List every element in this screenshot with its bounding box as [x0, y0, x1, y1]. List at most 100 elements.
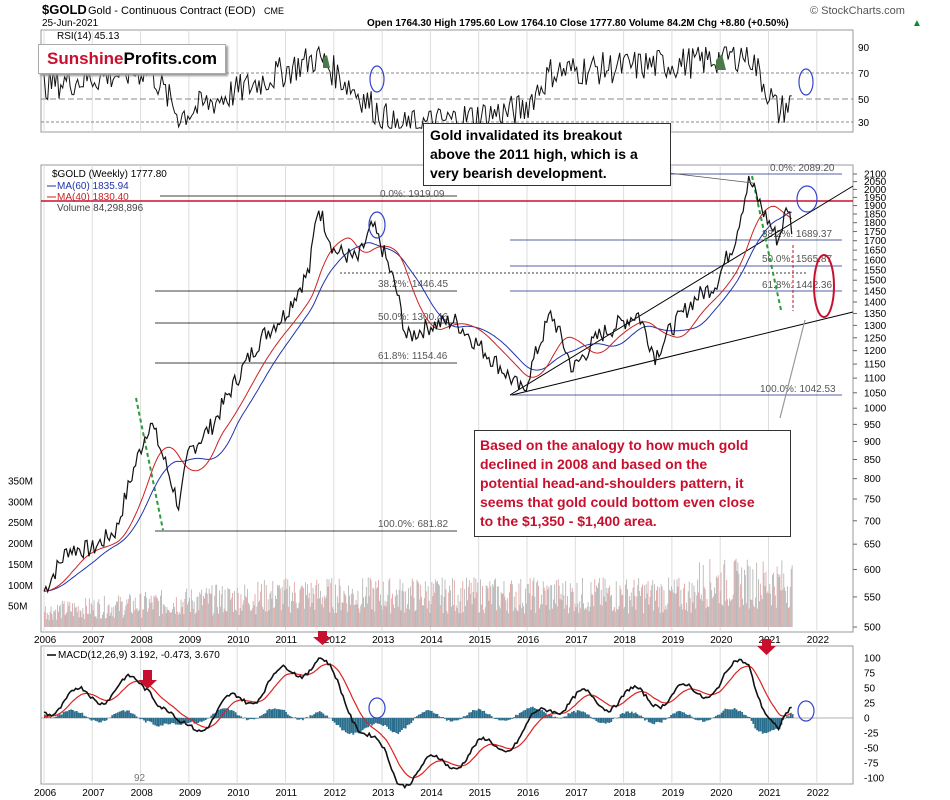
year-label-2020: 2020	[710, 635, 733, 646]
volume-bar	[415, 609, 417, 627]
macd-hist-bar	[524, 709, 527, 718]
macd-hist-bar	[479, 709, 482, 718]
volume-bar	[178, 612, 180, 627]
volume-bar	[116, 601, 117, 627]
year-label-bottom-2018: 2018	[614, 788, 637, 799]
rsi-tick-70: 70	[858, 69, 870, 80]
volume-bar	[293, 582, 295, 627]
volume-bar	[745, 603, 747, 627]
volume-bar	[672, 592, 674, 627]
volume-bar	[301, 585, 303, 627]
macd-hist-bar	[460, 718, 463, 719]
macd-hist-bar	[451, 718, 454, 722]
volume-bar	[721, 604, 723, 627]
volume-bar	[493, 586, 495, 627]
volume-bar	[642, 613, 644, 627]
macd-hist-bar	[565, 716, 568, 718]
macd-hist-bar	[270, 709, 272, 718]
macd-hist-bar	[535, 708, 538, 718]
macd-hist-bar	[184, 718, 186, 722]
volume-bar	[622, 594, 624, 627]
volume-bar	[700, 598, 701, 627]
volume-bar	[561, 600, 563, 627]
volume-bar	[328, 579, 330, 627]
macd-hist-bar	[85, 716, 87, 718]
volume-bar	[722, 605, 724, 627]
volume-tick-300M: 300M	[8, 497, 33, 508]
macd-hist-bar	[173, 718, 175, 724]
annotation-bottom-target: Based on the analogy to how much gold de…	[474, 430, 791, 537]
volume-bar	[233, 612, 234, 627]
volume-bar	[302, 586, 304, 627]
macd-hist-bar	[503, 718, 506, 721]
price-tick-900: 900	[864, 437, 881, 448]
macd-hist-bar	[683, 712, 686, 718]
price-axis-ticks: 2100205020001950190018501800175017001650…	[853, 170, 887, 634]
macd-hist-bar	[559, 718, 562, 719]
volume-bar	[413, 597, 415, 627]
volume-bar	[45, 619, 47, 627]
volume-bar	[611, 594, 612, 627]
volume-bar	[720, 572, 722, 627]
volume-bar	[462, 581, 464, 627]
volume-bar	[73, 616, 74, 627]
volume-bar	[198, 610, 200, 627]
macd-hist-bar	[141, 718, 143, 720]
volume-bar	[481, 604, 482, 627]
volume-bar	[196, 597, 198, 627]
macd-hist-bar	[690, 716, 693, 718]
volume-bar	[138, 609, 140, 627]
volume-bar	[461, 612, 463, 627]
year-label-2012: 2012	[324, 635, 347, 646]
year-label-bottom-2019: 2019	[662, 788, 685, 799]
volume-bar	[512, 611, 514, 627]
macd-hist-bar	[55, 716, 57, 718]
year-label-bottom-2022: 2022	[807, 788, 830, 799]
macd-hist-bar	[288, 715, 291, 718]
volume-bar	[523, 606, 524, 627]
volume-bar	[536, 582, 538, 627]
volume-bar	[367, 577, 369, 627]
volume-bar	[618, 606, 620, 627]
volume-bar	[216, 584, 218, 627]
macd-hist-bar	[758, 718, 760, 732]
volume-bar	[667, 603, 669, 627]
macd-extra-label: 92	[134, 773, 146, 784]
volume-bar	[632, 587, 634, 627]
volume-bar	[777, 574, 779, 627]
volume-bar	[209, 593, 211, 627]
volume-bar	[584, 607, 586, 627]
macd-hist-bar	[782, 718, 785, 721]
volume-bar	[648, 604, 650, 627]
volume-bar	[539, 608, 540, 627]
macd-hist-bar	[324, 715, 327, 718]
volume-bar	[472, 591, 474, 627]
macd-hist-bar	[743, 714, 745, 718]
volume-bar	[467, 600, 468, 627]
macd-hist-bar	[642, 717, 644, 718]
macd-hist-bar	[487, 714, 489, 718]
volume-bar	[375, 581, 377, 627]
macd-label: MACD(12,26,9) 3.192, -0.473, 3.670	[58, 650, 220, 661]
macd-hist-bar	[128, 710, 130, 718]
volume-bar	[321, 597, 323, 627]
volume-bar	[783, 573, 785, 627]
legend-volume: Volume 84,298,896	[57, 203, 144, 214]
macd-hist-bar	[574, 712, 577, 718]
annotation-bottom-line-4: seems that gold could bottom even close	[480, 494, 755, 510]
chart-symbol: $GOLD	[42, 2, 87, 17]
macd-hist-bar	[62, 712, 65, 718]
year-label-bottom-2006: 2006	[34, 788, 57, 799]
volume-bar	[343, 590, 345, 627]
volume-bar	[272, 581, 274, 627]
volume-bar	[170, 612, 172, 627]
volume-bar	[234, 609, 236, 627]
volume-bar	[435, 579, 437, 627]
volume-bar	[569, 607, 570, 627]
price-tick-1100: 1100	[864, 374, 886, 385]
volume-bar	[524, 613, 525, 627]
volume-bar	[744, 569, 745, 627]
macd-hist-bar	[318, 711, 321, 718]
macd-hist-bar	[737, 711, 740, 718]
